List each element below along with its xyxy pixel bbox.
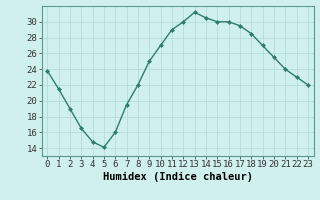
X-axis label: Humidex (Indice chaleur): Humidex (Indice chaleur) xyxy=(103,172,252,182)
